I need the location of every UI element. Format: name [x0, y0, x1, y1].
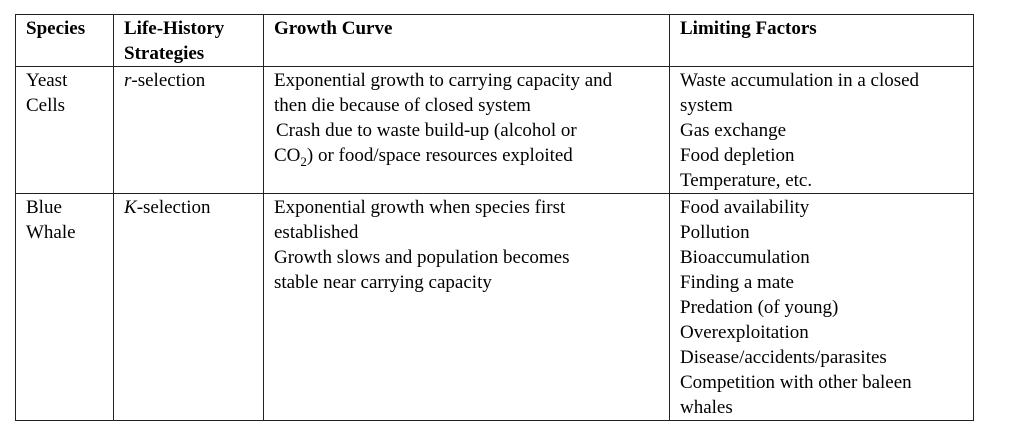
table-row: Yeast Cells r-selection Exponential grow…: [15, 66, 974, 194]
life-history-table: Species Life-History Strategies Growth C…: [15, 14, 974, 421]
species-name: Whale: [26, 222, 76, 243]
limiting-line: Gas exchange: [680, 120, 787, 141]
strategy-letter: K: [124, 197, 137, 218]
strategy-suffix: -selection: [136, 197, 211, 218]
strategy-suffix: -selection: [131, 70, 206, 91]
growth-cell: Exponential growth to carrying capacity …: [263, 66, 670, 194]
header-strategies: Life-History Strategies: [113, 14, 264, 67]
growth-cell: Exponential growth when species first es…: [263, 193, 670, 421]
growth-line: Crash due to waste build-up (alcohol or: [276, 120, 577, 141]
strategy-cell: r-selection: [113, 66, 264, 194]
growth-text: ) or food/space resources exploited: [306, 145, 573, 166]
header-limiting-factors: Limiting Factors: [669, 14, 974, 67]
limiting-line: whales: [680, 397, 733, 418]
strategy-cell: K-selection: [113, 193, 264, 421]
growth-line: then die because of closed system: [274, 95, 531, 116]
table-row: Blue Whale K-selection Exponential growt…: [15, 193, 974, 421]
species-name: Blue: [26, 197, 62, 218]
species-cell: Yeast Cells: [15, 66, 114, 194]
limiting-line: Competition with other baleen: [680, 372, 912, 393]
limiting-line: Bioaccumulation: [680, 247, 810, 268]
limiting-line: Pollution: [680, 222, 750, 243]
limiting-line: Waste accumulation in a closed: [680, 70, 920, 91]
limiting-line: Finding a mate: [680, 272, 794, 293]
growth-line: Exponential growth to carrying capacity …: [274, 70, 613, 91]
header-row: Species Life-History Strategies Growth C…: [15, 14, 974, 67]
limiting-line: Food availability: [680, 197, 810, 218]
strategy-letter: r: [124, 70, 132, 91]
header-growth-curve: Growth Curve: [263, 14, 670, 67]
header-species: Species: [15, 14, 114, 67]
growth-line: stable near carrying capacity: [274, 272, 492, 293]
co2-subscript: 2: [300, 153, 307, 169]
limiting-line: Temperature, etc.: [680, 170, 813, 191]
limiting-cell: Food availability Pollution Bioaccumulat…: [669, 193, 974, 421]
limiting-line: Predation (of young): [680, 297, 839, 318]
growth-line: CO2) or food/space resources exploited: [274, 143, 663, 168]
limiting-line: Disease/accidents/parasites: [680, 347, 887, 368]
species-name: Cells: [26, 95, 66, 116]
limiting-line: Overexploitation: [680, 322, 809, 343]
growth-line: Exponential growth when species first: [274, 197, 566, 218]
species-cell: Blue Whale: [15, 193, 114, 421]
species-name: Yeast: [26, 70, 68, 91]
limiting-cell: Waste accumulation in a closed system Ga…: [669, 66, 974, 194]
limiting-line: system: [680, 95, 733, 116]
limiting-line: Food depletion: [680, 145, 795, 166]
growth-line: established: [274, 222, 359, 243]
co2-text: CO: [274, 145, 301, 166]
growth-line: Growth slows and population becomes: [274, 247, 570, 268]
